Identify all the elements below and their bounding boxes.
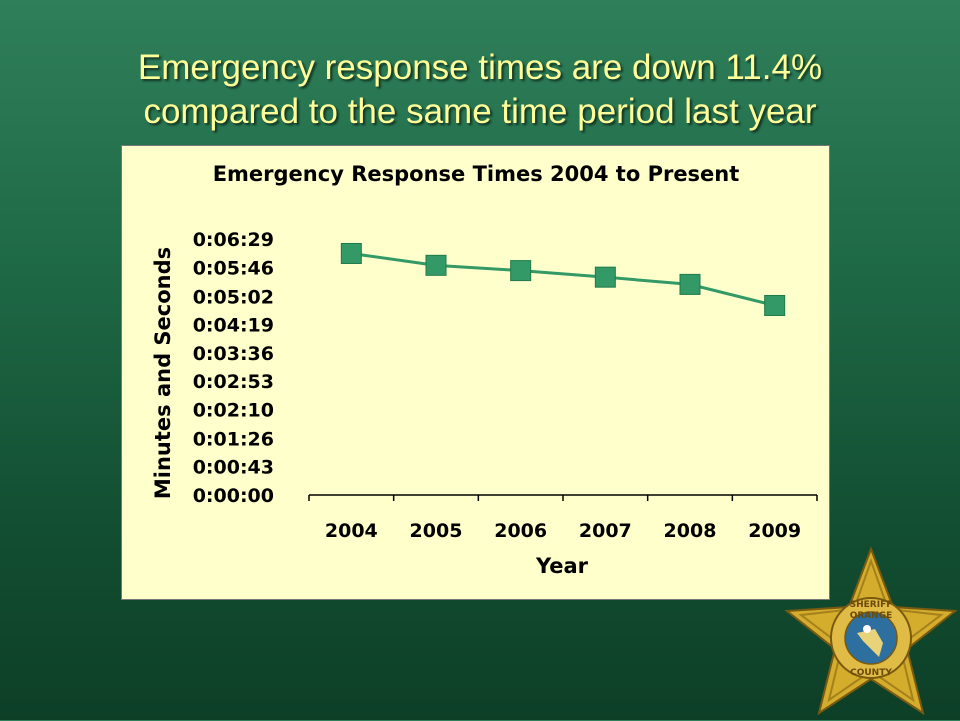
y-tick-label: 0:05:46 (193, 257, 274, 279)
x-tick-label: 2005 (410, 520, 463, 542)
data-point-marker (679, 273, 701, 295)
axis-ticks: 0:00:00 0:00:43 0:01:26 0:02:10 0:02:53 0:03:… (193, 229, 818, 542)
y-tick-label: 0:00:43 (193, 457, 274, 479)
x-tick-label: 2007 (579, 520, 632, 542)
x-tick-label: 2004 (325, 520, 378, 542)
y-tick-label: 0:04:19 (193, 315, 274, 337)
x-tick-label: 2009 (748, 520, 801, 542)
y-tick-label: 0:02:10 (193, 399, 274, 421)
y-tick-label: 0:01:26 (193, 428, 274, 450)
y-axis-label: Minutes and Seconds (151, 247, 175, 499)
response-times-chart: Emergency Response Times 2004 to Present… (151, 162, 818, 578)
data-point-marker (764, 294, 786, 316)
x-tick-label: 2008 (664, 520, 717, 542)
y-tick-label: 0:02:53 (193, 371, 274, 393)
badge-text-middle: ORANGE (850, 611, 893, 621)
y-tick-label: 0:00:00 (193, 485, 274, 507)
badge-text-bottom: COUNTY (850, 668, 892, 678)
data-point-marker (340, 242, 362, 264)
sheriff-star-badge-icon: SHERIFF ORANGE COUNTY (784, 546, 958, 716)
series-line (351, 251, 776, 307)
data-point-marker (594, 266, 616, 288)
y-tick-label: 0:06:29 (193, 229, 274, 251)
slide-title: Emergency response times are down 11.4% … (0, 46, 960, 134)
y-tick-label: 0:05:02 (193, 286, 274, 308)
chart-panel: Emergency Response Times 2004 to Present… (121, 145, 830, 600)
x-axis-label: Year (535, 554, 589, 578)
badge-text-top: SHERIFF (850, 600, 893, 610)
x-tick-label: 2006 (494, 520, 547, 542)
data-point-marker (425, 254, 447, 276)
slide-title-line-2: compared to the same time period last ye… (143, 92, 817, 131)
chart-title: Emergency Response Times 2004 to Present (213, 162, 740, 186)
series-layer (340, 242, 786, 316)
y-tick-label: 0:03:36 (193, 343, 274, 365)
slide-title-line-1: Emergency response times are down 11.4% (137, 48, 823, 87)
data-point-marker (510, 260, 532, 282)
